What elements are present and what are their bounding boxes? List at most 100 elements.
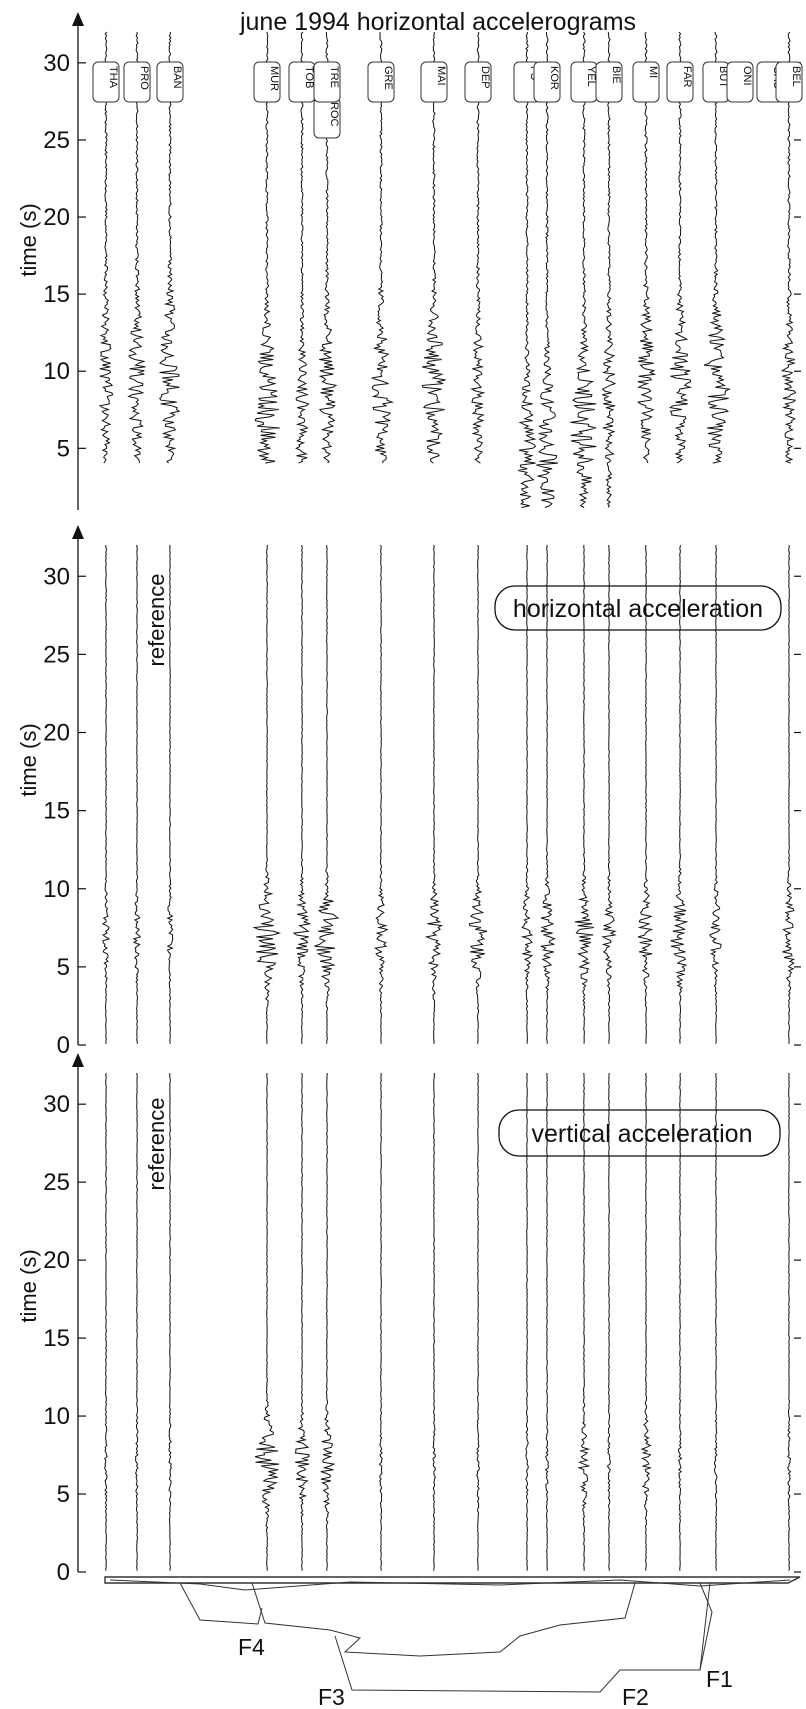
trace-station-16 [713,1072,718,1571]
panel-vertical-acceleration: time (s) reference vertical acceleration… [16,1053,801,1586]
trace-station-3 [166,544,174,1044]
station-tab-mai [420,61,448,103]
station-tab-tre [313,61,341,103]
trace-bel [780,31,797,464]
station-label-tha: THA [107,66,119,89]
station-label-bie: BIE [610,66,622,84]
y-tick-label: 25 [43,1169,70,1196]
y-tick-label: 30 [43,50,70,77]
trace-station-9 [468,544,488,1044]
trace-station-11 [540,544,556,1044]
trace-station-12 [577,1072,591,1571]
annotation-label: horizontal acceleration [513,595,763,623]
trace-tha [98,31,114,464]
station-tab-pro [123,61,151,103]
station-label-gre: GRE [382,66,394,90]
trace-tob [295,31,310,464]
y-axis-label: time (s) [16,203,41,276]
trace-station-14 [637,544,654,1044]
station-label-oni: ONI [741,66,753,86]
y-tick-label: 10 [43,358,70,385]
annotation-box [498,1109,781,1157]
trace-station-11 [544,1072,550,1571]
trace-far [636,31,657,464]
station-label-yel: YEL [585,66,597,87]
station-label-but: BUT [717,66,729,88]
panel-horizontal-acceleration: time (s) reference horizontal accelerati… [16,525,801,1059]
trace-mur [254,31,280,464]
fault-label-f2: F2 [622,1684,649,1709]
trace-station-10 [520,544,534,1044]
station-label-mur: MUR [268,66,280,91]
trace-fs [518,32,537,508]
chart-title: june 1994 horizontal accelerograms [239,8,636,36]
trace-station-2 [134,1072,139,1571]
station-label-mi: MI [647,66,659,78]
trace-station-13 [601,544,617,1044]
trace-station-16 [709,544,722,1044]
y-tick-label: 15 [43,798,70,825]
y-tick-label: 10 [43,876,70,903]
fault-f3 [251,1582,636,1657]
fault-f2 [334,1582,711,1693]
station-tab-tha [92,61,120,103]
trace-yel [570,31,597,508]
axis-arrow [72,1053,84,1067]
trace-station-15 [670,544,689,1044]
station-label-bel: BEL [790,66,802,87]
fault-label-f3: F3 [318,1684,345,1709]
axis-arrow [72,525,84,539]
fault-f1 [699,1582,713,1671]
station-tab-bel [775,61,803,103]
station-label-far: FAR [681,66,693,87]
fault-label-f1: F1 [706,1666,733,1692]
y-tick-label: 5 [57,1481,70,1508]
y-tick-label: 20 [43,720,70,747]
station-label-kor: KOR [548,66,560,90]
y-tick-label: 5 [57,435,70,462]
y-tick-label: 30 [43,1091,70,1118]
y-tick-label: 20 [43,1247,70,1274]
station-tab-bie [595,61,623,103]
y-tick-label: 20 [43,204,70,231]
y-tick-label: 30 [43,563,70,590]
station-label-dep: DEP [479,66,491,89]
trace-bie [601,31,617,508]
trace-station-8 [424,544,444,1044]
surface-band [104,1576,801,1584]
trace-station-17 [782,544,796,1044]
trace-dep [470,31,486,464]
fault-f4 [179,1582,263,1625]
trace-station-17 [787,1072,792,1571]
station-label-tre: TRE [328,66,340,88]
axis-arrow [72,12,84,26]
trace-station-4 [254,1072,280,1571]
annotation-label: vertical acceleration [532,1120,753,1148]
trace-but [668,31,693,464]
trace-station-10 [525,1072,529,1571]
trace-ban [159,31,181,464]
reference-label: reference [144,574,169,667]
station-tab-gre [367,61,395,103]
trace-cau [703,32,731,464]
y-tick-label: 15 [43,281,70,308]
station-label-roc: ROC [328,102,340,127]
trace-station-13 [606,1072,611,1571]
trace-station-12 [574,544,594,1044]
station-tab-dep [464,61,492,103]
trace-kor [536,31,559,508]
station-tab-mi [632,61,660,103]
station-tab-kor [533,61,561,103]
trace-mai [421,31,446,464]
trace-station-8 [432,1073,436,1571]
trace-station-15 [677,1072,683,1571]
trace-station-6 [320,1072,336,1571]
station-tab-mur [253,61,281,103]
station-label-tob: TOB [303,66,315,88]
y-tick-label: 10 [43,1403,70,1430]
trace-station-4 [252,544,282,1044]
y-tick-label: 25 [43,641,70,668]
y-tick-label: 15 [43,1325,70,1352]
y-tick-label: 25 [43,127,70,154]
